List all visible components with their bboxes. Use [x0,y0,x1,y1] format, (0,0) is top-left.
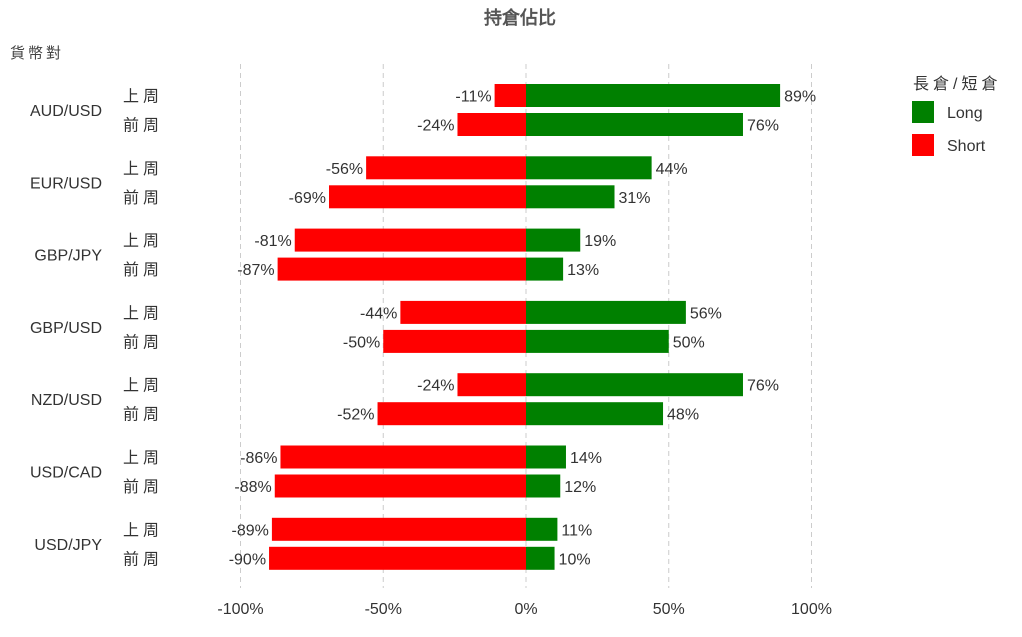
short-value-label: -52% [337,407,374,424]
legend-title: 長倉/短倉 [913,75,1001,93]
currency-pair-label: USD/JPY [34,537,102,554]
long-bar [526,84,781,107]
long-bar [526,113,743,136]
bars [269,84,781,570]
long-value-label: 19% [584,233,616,250]
currency-pair-label: GBP/USD [30,320,102,337]
currency-pair-label: USD/CAD [30,465,102,482]
y-axis-title: 貨幣對 [10,45,64,62]
week-label: 前周 [123,478,163,496]
long-bar [526,402,664,426]
x-tick-label: 100% [791,601,832,618]
long-value-label: 76% [747,118,779,135]
short-value-label: -88% [234,479,271,496]
week-label: 上周 [123,160,163,178]
week-label: 前周 [123,261,163,279]
long-value-label: 76% [747,378,779,395]
long-bar [526,445,566,469]
short-bar [457,373,526,397]
legend: 長倉/短倉 Long Short [912,75,1001,156]
week-label: 上周 [123,304,163,322]
long-bar [526,156,652,180]
long-value-label: 89% [784,89,816,106]
short-value-label: -69% [289,190,326,207]
currency-pair-label: EUR/USD [30,175,102,192]
long-bar [526,329,669,353]
week-label: 前周 [123,117,163,135]
long-bar [526,474,561,498]
long-value-label: 10% [559,551,591,568]
week-label: 上周 [123,521,163,539]
long-value-label: 31% [619,190,651,207]
short-value-label: -86% [240,450,277,467]
short-value-label: -56% [326,161,363,178]
short-value-label: -89% [232,522,269,539]
grid-lines [240,64,812,588]
short-value-label: -50% [343,334,380,351]
x-tick-label: -50% [365,601,402,618]
long-bar [526,257,564,281]
short-bar [457,113,526,136]
short-value-label: -24% [417,118,454,135]
week-label: 前周 [123,406,163,424]
short-value-label: -90% [229,551,266,568]
legend-swatch-short [912,134,934,156]
long-value-label: 56% [690,305,722,322]
short-bar [383,329,526,353]
short-bar [280,445,526,469]
short-value-label: -87% [237,262,274,279]
week-label: 前周 [123,550,163,568]
long-bar [526,373,743,397]
short-bar [294,228,526,252]
currency-pair-label: GBP/JPY [34,248,102,265]
week-label: 前周 [123,333,163,351]
week-label: 上周 [123,449,163,467]
short-bar [329,185,526,209]
short-bar [269,546,526,570]
chart-title: 持倉佔比 [484,7,556,28]
x-tick-label: -100% [217,601,263,618]
week-label: 上周 [123,232,163,250]
short-bar [377,402,526,426]
long-bar [526,517,558,541]
currency-pair-label: NZD/USD [31,392,102,409]
legend-label-long: Long [947,105,983,122]
long-bar [526,228,581,252]
short-value-label: -24% [417,378,454,395]
week-label: 上周 [123,88,163,106]
long-value-label: 11% [561,522,592,539]
long-value-label: 50% [673,334,705,351]
long-bar [526,185,615,209]
currency-pair-label: AUD/USD [30,103,102,120]
short-value-label: -44% [360,305,397,322]
long-value-label: 44% [656,161,688,178]
legend-swatch-long [912,101,934,123]
legend-label-short: Short [947,138,986,155]
short-value-label: -81% [254,233,291,250]
short-bar [366,156,526,180]
short-bar [271,517,526,541]
long-value-label: 48% [667,407,699,424]
x-tick-label: 0% [514,601,537,618]
labels: AUD/USD 上周 -11% 89% 前周 -24% 76% EUR/USD 上周 -56% 44… [30,88,816,569]
long-value-label: 14% [570,450,602,467]
long-bar [526,546,555,570]
long-bar [526,300,686,324]
long-value-label: 12% [564,479,596,496]
short-value-label: -11% [455,89,491,106]
short-bar [277,257,526,281]
short-bar [274,474,526,498]
week-label: 上周 [123,377,163,395]
week-label: 前周 [123,189,163,207]
x-axis-ticks: -100% -50% 0% 50% 100% [217,601,832,618]
short-bar [400,300,526,324]
x-tick-label: 50% [653,601,685,618]
long-value-label: 13% [567,262,599,279]
short-bar [494,84,526,107]
